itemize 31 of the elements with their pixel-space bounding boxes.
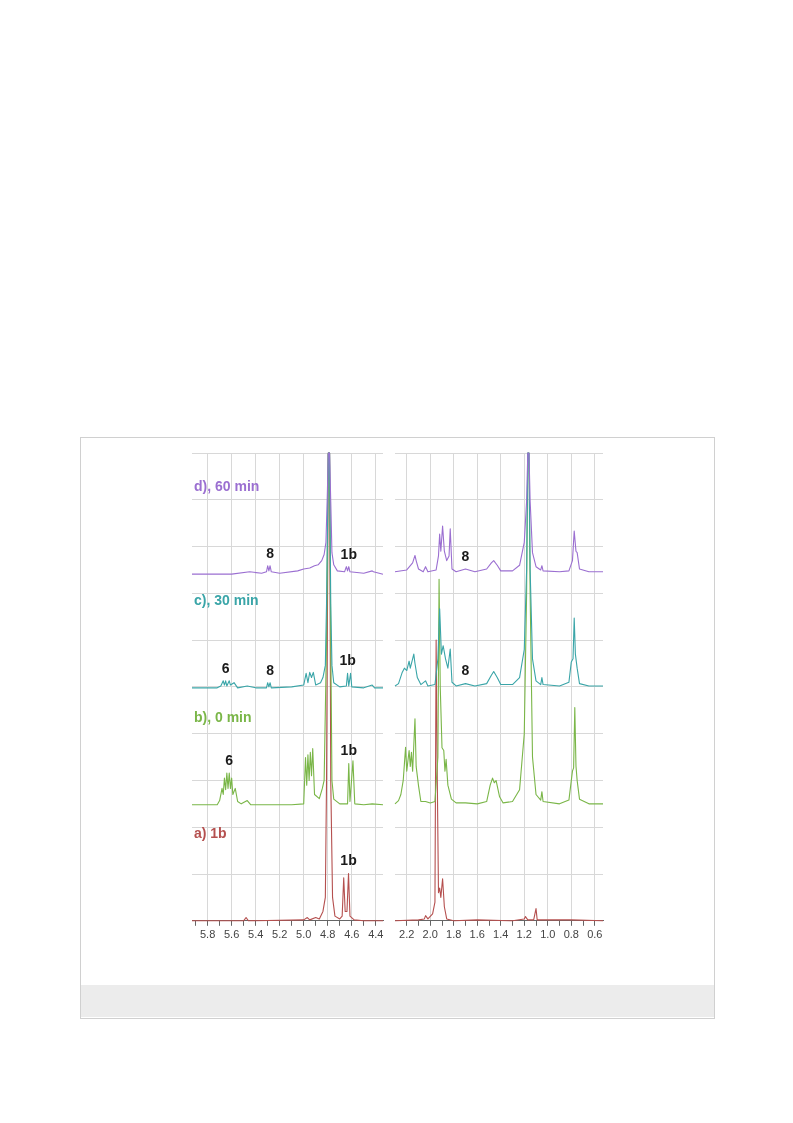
annotation: 6 — [225, 751, 234, 768]
x-tick-label: 2.0 — [422, 928, 438, 941]
annotation: 8 — [266, 661, 275, 678]
x-tick-label: 4.8 — [320, 928, 336, 941]
x-tick-label: 4.4 — [368, 928, 384, 941]
x-tick-label: 5.8 — [199, 928, 216, 941]
text: a) 1b — [194, 824, 227, 841]
x-tick-label: 4.6 — [344, 928, 360, 941]
text: d), 60 min — [194, 478, 260, 495]
annotation: 1b — [340, 852, 357, 869]
text: b), 0 min — [194, 708, 252, 725]
annotation: 1b — [340, 545, 357, 562]
x-tick-label: 0.8 — [563, 928, 579, 941]
annotation: 1b — [340, 742, 357, 759]
x-tick-label: 1.2 — [516, 928, 532, 941]
annotation: 8 — [266, 544, 275, 561]
x-tick-label: 5.0 — [296, 928, 312, 941]
x-tick-label: 1.6 — [469, 928, 485, 941]
annotation: 8 — [461, 547, 470, 564]
text: c), 30 min — [194, 591, 259, 608]
x-tick-label: 0.6 — [587, 928, 603, 941]
x-tick-label: 2.2 — [399, 928, 415, 941]
x-tick-label: 5.4 — [248, 928, 264, 941]
annotation: 6 — [221, 659, 230, 676]
x-tick-label: 5.2 — [272, 928, 288, 941]
x-tick-label: 1.0 — [540, 928, 556, 941]
annotation: 1b — [339, 652, 356, 669]
x-tick-label: 1.8 — [446, 928, 462, 941]
x-tick-label: 5.6 — [223, 928, 240, 941]
annotation: 8 — [461, 662, 470, 679]
x-tick-label: 1.4 — [493, 928, 509, 941]
